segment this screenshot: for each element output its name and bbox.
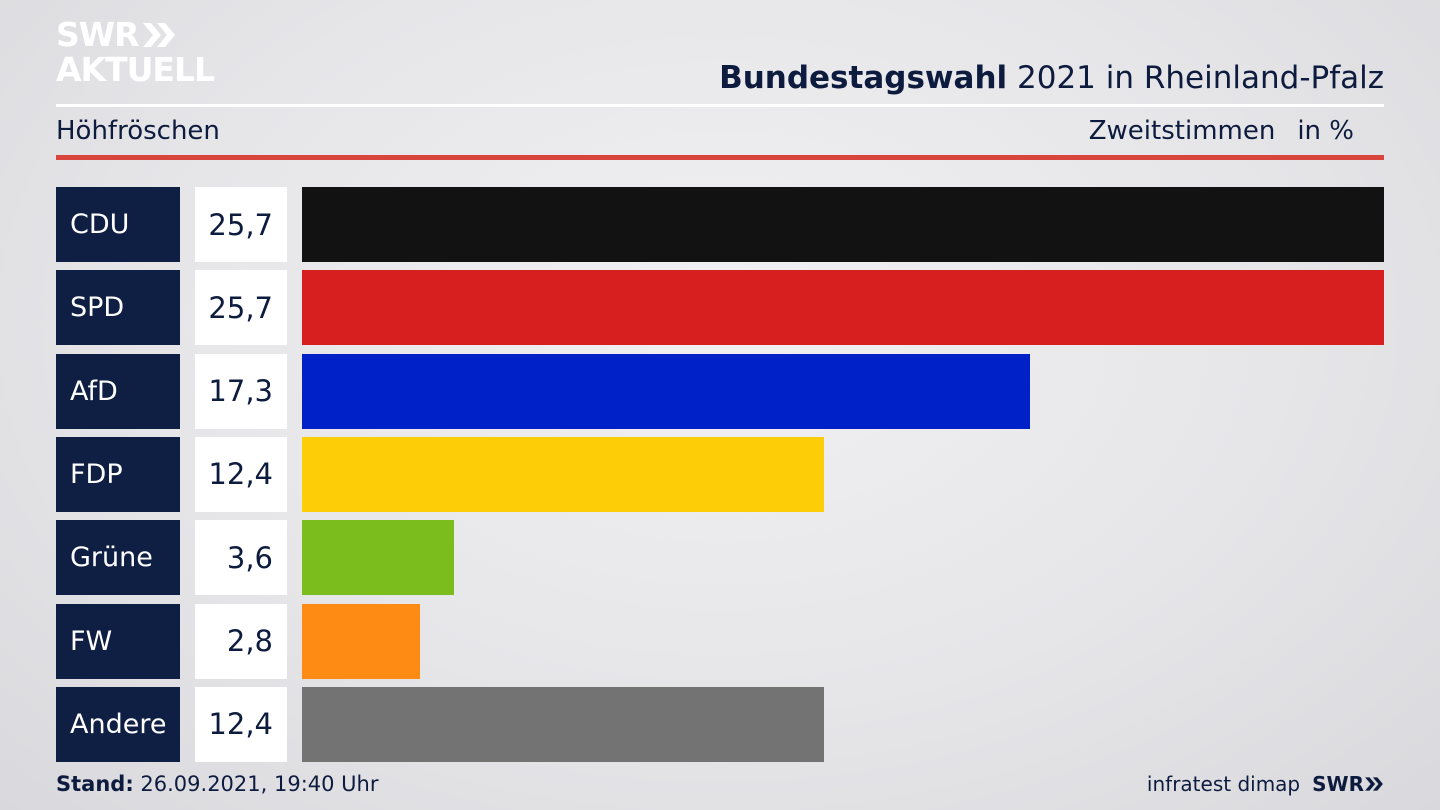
- logo-text-swr: SWR: [56, 15, 140, 54]
- party-label: SPD: [56, 270, 180, 346]
- value-label: 25,7: [195, 270, 287, 346]
- bar: [302, 353, 1030, 429]
- accent-divider: [56, 155, 1384, 160]
- bar: [302, 686, 824, 762]
- party-label: FW: [56, 603, 180, 679]
- chart-subtitle: Höhfröschen: [56, 116, 220, 146]
- logo-text-aktuell: AKTUELL: [56, 50, 215, 89]
- swr-footer-logo: SWR: [1312, 772, 1384, 796]
- bar-row: CDU 25,7: [56, 187, 1384, 262]
- bar-row: FW 2,8: [56, 603, 1384, 679]
- value-label: 17,3: [195, 353, 287, 429]
- bar: [302, 187, 1384, 262]
- party-label: FDP: [56, 436, 180, 512]
- swr-footer-text: SWR: [1312, 772, 1364, 796]
- value-label: 3,6: [195, 520, 287, 596]
- measure-label: Zweitstimmen in %: [1089, 116, 1354, 146]
- bar: [302, 520, 454, 596]
- bar-row: FDP 12,4: [56, 436, 1384, 512]
- measure-unit: in %: [1297, 116, 1354, 146]
- value-label: 12,4: [195, 436, 287, 512]
- bar-row: Grüne 3,6: [56, 520, 1384, 596]
- party-label: Grüne: [56, 520, 180, 596]
- bar-row: SPD 25,7: [56, 270, 1384, 346]
- chart-title: Bundestagswahl 2021 in Rheinland-Pfalz: [719, 60, 1384, 96]
- bar-row: AfD 17,3: [56, 353, 1384, 429]
- title-rest: 2021 in Rheinland-Pfalz: [1007, 60, 1384, 96]
- double-chevron-icon: [1365, 777, 1383, 791]
- timestamp-value: 26.09.2021, 19:40 Uhr: [133, 772, 379, 796]
- bar: [302, 270, 1384, 346]
- party-label: CDU: [56, 187, 180, 262]
- bar-row: Andere 12,4: [56, 686, 1384, 762]
- title-bold: Bundestagswahl: [719, 60, 1008, 96]
- timestamp-label: Stand:: [56, 772, 134, 796]
- value-label: 2,8: [195, 603, 287, 679]
- value-label: 12,4: [195, 686, 287, 762]
- swr-aktuell-logo: SWR AKTUELL: [56, 15, 215, 89]
- source-label: infratest dimap: [1146, 772, 1301, 796]
- bar: [302, 436, 824, 512]
- value-label: 25,7: [195, 187, 287, 262]
- header-divider: [56, 104, 1384, 107]
- party-label: Andere: [56, 686, 180, 762]
- double-chevron-icon: [142, 22, 175, 47]
- measure-name: Zweitstimmen: [1088, 116, 1276, 146]
- bar: [302, 603, 420, 679]
- footer-source: infratest dimap SWR: [1147, 772, 1384, 796]
- timestamp: Stand: 26.09.2021, 19:40 Uhr: [56, 772, 379, 796]
- party-label: AfD: [56, 353, 180, 429]
